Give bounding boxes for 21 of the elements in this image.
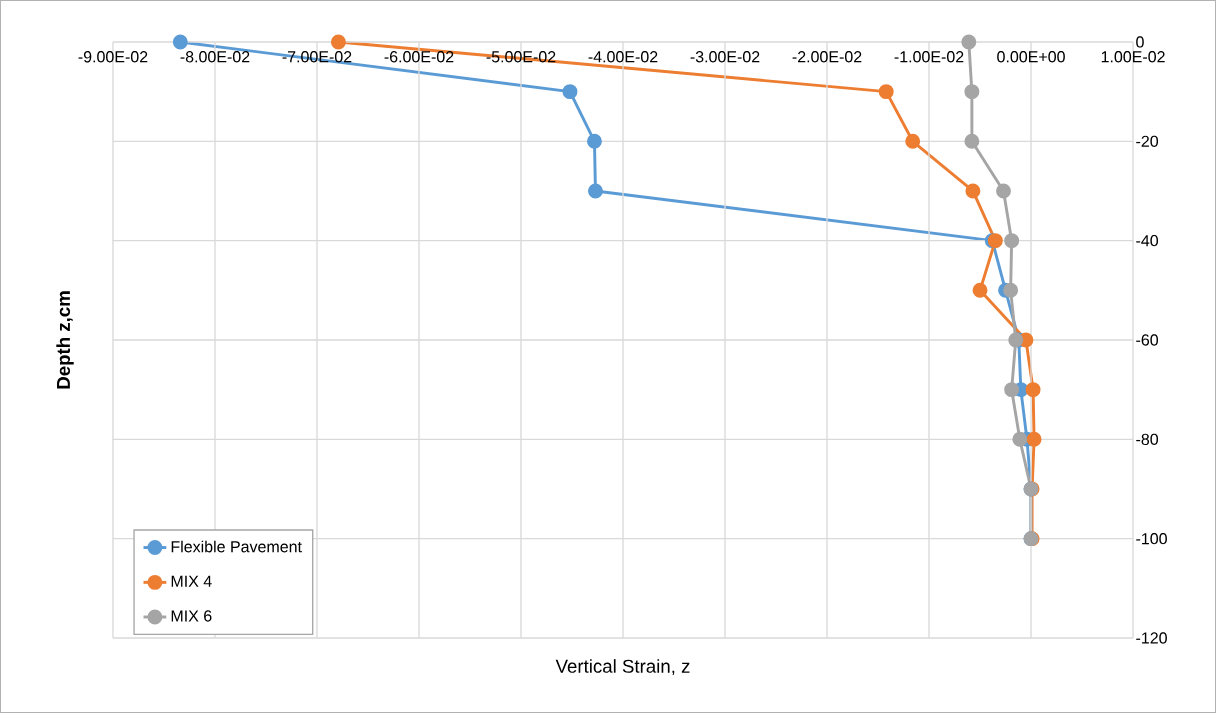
y-tick-label: -60 (1136, 334, 1159, 346)
x-tick-label: -3.00E-02 (690, 51, 760, 63)
x-axis-title: Vertical Strain, z (555, 659, 690, 676)
x-tick-label: 1.00E-02 (1101, 51, 1165, 63)
x-tick-label: 0.00E+00 (997, 51, 1065, 63)
x-tick-label: -4.00E-02 (588, 51, 658, 63)
y-tick-label: -80 (1136, 433, 1159, 445)
x-tick-label: -1.00E-02 (894, 51, 964, 63)
y-tick-label: 0 (1136, 36, 1144, 48)
legend-label: Flexible Pavement (171, 540, 302, 553)
x-tick-label: -9.00E-02 (78, 51, 148, 63)
y-tick-label: -100 (1136, 533, 1167, 545)
legend-label: MIX 4 (171, 575, 212, 587)
y-tick-label: -40 (1136, 235, 1159, 247)
legend-label: MIX 6 (171, 610, 212, 622)
x-tick-label: -2.00E-02 (792, 51, 862, 63)
x-tick-label: -8.00E-02 (180, 51, 250, 63)
x-tick-label: -6.00E-02 (384, 51, 454, 63)
y-tick-label: -120 (1136, 632, 1167, 644)
y-axis-title: Depth z,cm (56, 291, 74, 389)
y-tick-label: -20 (1136, 135, 1159, 147)
